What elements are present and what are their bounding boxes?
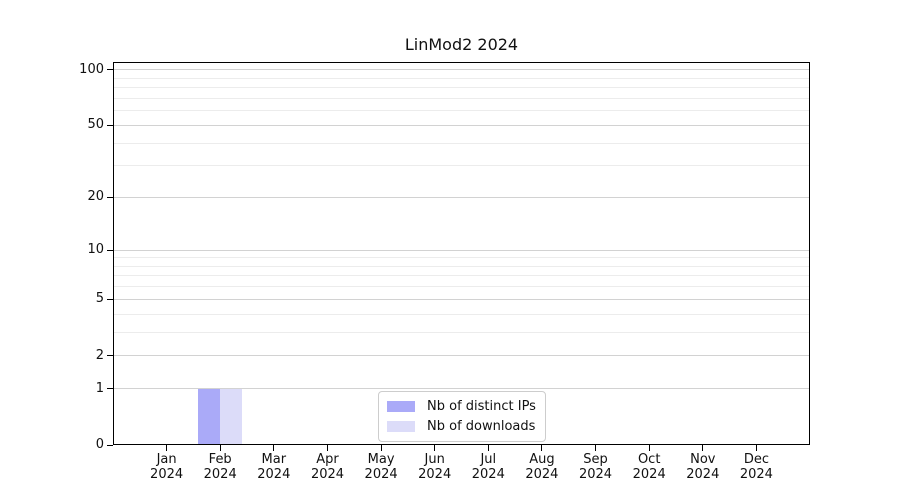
y-tick-label: 0: [95, 437, 104, 452]
y-gridline-minor: [114, 77, 809, 79]
x-tick-label: Jun 2024: [418, 452, 452, 482]
y-gridline-major: [114, 249, 809, 251]
x-tick-mark: [166, 445, 168, 451]
legend-swatch: [387, 421, 415, 432]
y-gridline-minor: [114, 257, 809, 259]
x-tick-mark: [648, 445, 650, 451]
legend-label: Nb of downloads: [427, 419, 536, 434]
y-gridline-minor: [114, 331, 809, 333]
x-tick-label: Apr 2024: [310, 452, 345, 482]
x-tick-label: Nov 2024: [686, 452, 720, 482]
x-tick-mark: [541, 445, 543, 451]
y-tick-mark: [107, 124, 113, 126]
y-tick-mark: [107, 69, 113, 71]
chart-title: LinMod2 2024: [404, 35, 519, 54]
y-tick-mark: [107, 196, 113, 198]
y-tick-label: 20: [87, 189, 104, 205]
legend-label: Nb of distinct IPs: [427, 399, 536, 414]
y-gridline-minor: [114, 110, 809, 112]
x-tick-mark: [327, 445, 328, 451]
y-tick-mark: [107, 249, 113, 251]
x-tick-label: Aug 2024: [525, 452, 559, 482]
x-tick-mark: [434, 445, 436, 451]
x-tick-label: Dec 2024: [739, 452, 773, 482]
bar-nb-of-distinct-ips: [198, 388, 221, 445]
y-tick-mark: [107, 444, 113, 446]
y-tick-label: 100: [79, 61, 104, 77]
legend-item: Nb of downloads: [387, 418, 536, 435]
y-gridline-major: [114, 388, 809, 390]
y-gridline-major: [114, 298, 809, 300]
y-gridline-minor: [114, 87, 809, 89]
legend: Nb of distinct IPs Nb of downloads: [378, 391, 546, 442]
y-tick-mark: [107, 388, 113, 390]
x-tick-mark: [702, 445, 704, 451]
x-tick-label: Feb 2024: [203, 452, 237, 482]
y-gridline-minor: [114, 313, 809, 315]
y-gridline-minor: [114, 97, 809, 99]
y-gridline-minor: [114, 165, 809, 167]
y-gridline-minor: [114, 286, 809, 288]
y-gridline-major: [114, 124, 809, 126]
y-tick-mark: [107, 355, 113, 357]
y-tick-label: 5: [95, 291, 104, 307]
x-tick-label: May 2024: [364, 452, 398, 482]
x-tick-mark: [219, 445, 221, 451]
x-tick-label: Jan 2024: [150, 452, 184, 482]
y-gridline-major: [114, 355, 809, 357]
x-tick-label: Sep 2024: [578, 452, 613, 482]
x-tick-label: Mar 2024: [257, 452, 291, 482]
legend-swatch: [387, 401, 415, 412]
y-tick-label: 2: [95, 347, 104, 363]
y-gridline-minor: [114, 142, 809, 144]
y-gridline-minor: [114, 265, 809, 267]
x-tick-mark: [755, 445, 757, 451]
y-tick-label: 1: [95, 380, 104, 396]
y-gridline-major: [114, 196, 809, 198]
bar-nb-of-downloads: [220, 388, 243, 445]
legend-item: Nb of distinct IPs: [387, 398, 536, 415]
x-tick-label: Jul 2024: [471, 452, 505, 482]
x-tick-mark: [273, 445, 275, 451]
x-tick-mark: [380, 445, 382, 451]
y-tick-label: 10: [87, 242, 104, 257]
y-tick-mark: [107, 298, 113, 300]
y-tick-label: 50: [87, 117, 104, 133]
x-tick-label: Oct 2024: [632, 452, 666, 482]
x-tick-mark: [487, 445, 489, 451]
x-tick-mark: [595, 445, 596, 451]
y-gridline-major: [114, 69, 809, 71]
y-gridline-minor: [114, 275, 809, 277]
